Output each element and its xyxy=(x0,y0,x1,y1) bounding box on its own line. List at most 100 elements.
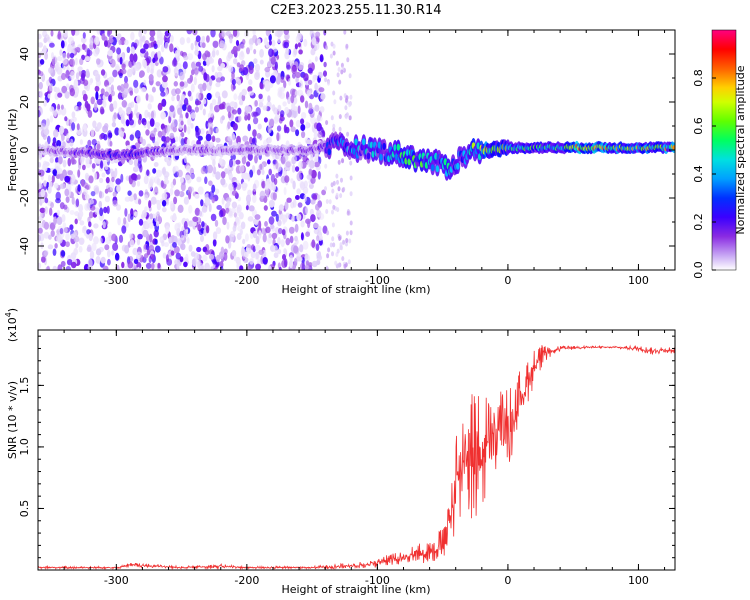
noise-speckle xyxy=(172,178,177,186)
noise-speckle xyxy=(315,203,320,211)
noise-speckle xyxy=(88,232,93,242)
noise-speckle xyxy=(130,31,135,41)
noise-speckle xyxy=(333,99,337,105)
noise-speckle xyxy=(341,256,345,262)
noise-speckle xyxy=(213,166,217,175)
noise-speckle xyxy=(293,47,298,56)
noise-speckle xyxy=(314,161,320,168)
y-tick-label: 20 xyxy=(18,95,31,109)
noise-speckle xyxy=(64,116,68,122)
noise-speckle xyxy=(195,35,201,43)
noise-speckle xyxy=(104,40,108,47)
noise-speckle xyxy=(229,158,233,168)
noise-speckle xyxy=(237,258,241,266)
noise-speckle xyxy=(152,168,157,174)
noise-speckle xyxy=(253,58,258,64)
noise-speckle xyxy=(212,259,218,265)
noise-speckle xyxy=(161,80,168,89)
noise-speckle xyxy=(200,199,204,207)
noise-speckle xyxy=(220,62,226,69)
noise-speckle xyxy=(188,191,192,200)
noise-speckle xyxy=(273,252,279,259)
noise-speckle xyxy=(336,248,340,254)
noise-speckle xyxy=(219,40,225,48)
noise-speckle xyxy=(86,229,91,235)
x-tick-label: 0 xyxy=(504,574,511,587)
noise-speckle xyxy=(174,259,181,266)
noise-speckle xyxy=(94,85,100,92)
noise-speckle xyxy=(202,254,208,262)
noise-speckle xyxy=(159,236,165,244)
noise-speckle xyxy=(252,231,258,239)
noise-speckle xyxy=(160,123,165,130)
noise-speckle xyxy=(344,98,348,103)
noise-speckle xyxy=(161,200,167,207)
noise-speckle xyxy=(295,77,299,84)
noise-speckle xyxy=(215,82,221,88)
noise-speckle xyxy=(134,130,141,139)
noise-speckle xyxy=(118,72,123,79)
noise-speckle xyxy=(305,121,309,129)
noise-speckle xyxy=(84,100,89,109)
noise-speckle xyxy=(237,115,242,122)
noise-speckle xyxy=(91,242,97,252)
noise-speckle xyxy=(107,95,111,102)
noise-speckle xyxy=(215,127,219,134)
noise-speckle xyxy=(262,257,268,265)
noise-speckle xyxy=(136,180,141,187)
noise-speckle xyxy=(226,54,231,62)
noise-speckle xyxy=(65,69,70,79)
y-tick-label: 0 xyxy=(18,147,31,154)
noise-speckle xyxy=(41,256,46,263)
noise-speckle xyxy=(169,112,174,118)
noise-speckle xyxy=(115,252,120,261)
noise-speckle xyxy=(156,169,162,178)
noise-speckle xyxy=(202,53,207,61)
noise-speckle xyxy=(109,168,114,174)
noise-speckle xyxy=(312,75,316,83)
noise-speckle xyxy=(71,196,75,205)
noise-speckle xyxy=(323,61,327,68)
noise-speckle xyxy=(214,219,219,227)
noise-speckle xyxy=(200,235,204,242)
x-tick-label: -300 xyxy=(104,274,129,287)
signal-core xyxy=(327,148,332,156)
noise-speckle xyxy=(323,70,327,77)
noise-speckle xyxy=(106,205,110,214)
noise-speckle xyxy=(165,136,171,143)
noise-speckle xyxy=(142,119,147,126)
noise-speckle xyxy=(150,68,154,75)
noise-speckle xyxy=(60,260,66,268)
noise-speckle xyxy=(247,113,251,121)
noise-speckle xyxy=(263,205,268,211)
noise-speckle xyxy=(143,79,147,86)
noise-speckle xyxy=(134,103,138,112)
noise-speckle xyxy=(58,125,65,135)
noise-speckle xyxy=(78,204,83,213)
x-tick-label: -100 xyxy=(365,574,390,587)
noise-speckle xyxy=(275,160,279,170)
noise-speckle xyxy=(254,252,260,260)
noise-speckle xyxy=(102,125,108,133)
noise-speckle xyxy=(191,69,195,76)
colorbar-label: Normalized spectral amplitude xyxy=(734,65,747,234)
noise-speckle xyxy=(92,120,97,129)
noise-speckle xyxy=(84,56,91,62)
noise-speckle xyxy=(331,222,335,228)
noise-speckle xyxy=(170,250,175,256)
noise-speckle xyxy=(239,64,245,72)
noise-speckle xyxy=(90,128,95,138)
noise-speckle xyxy=(267,136,272,144)
noise-speckle xyxy=(330,182,334,188)
noise-speckle xyxy=(289,235,294,244)
noise-speckle xyxy=(71,111,76,119)
noise-speckle xyxy=(84,193,90,201)
noise-speckle xyxy=(111,121,117,128)
noise-speckle xyxy=(236,62,241,68)
noise-speckle xyxy=(271,39,276,47)
noise-speckle xyxy=(141,209,147,219)
noise-speckle xyxy=(220,178,226,186)
noise-speckle xyxy=(138,198,142,205)
noise-speckle xyxy=(285,212,291,219)
